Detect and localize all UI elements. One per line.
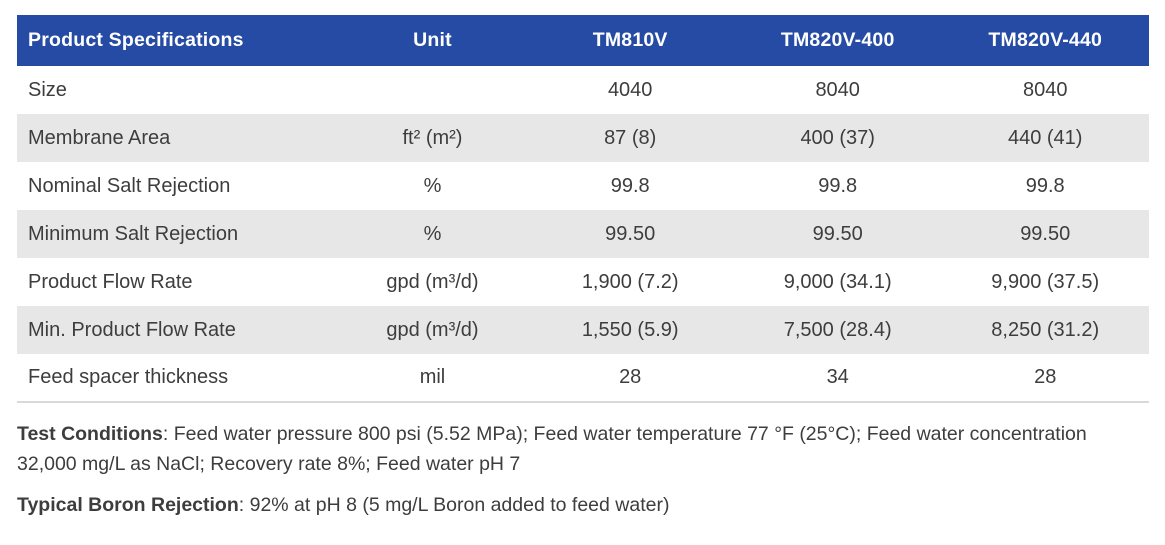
test-conditions-label: Test Conditions xyxy=(17,423,163,445)
table-header-row: Product Specifications Unit TM810V TM820… xyxy=(17,15,1149,66)
table-row: Product Flow Rate gpd (m³/d) 1,900 (7.2)… xyxy=(17,258,1149,306)
unit-cell: ft² (m²) xyxy=(338,114,527,162)
value-cell: 28 xyxy=(526,354,734,403)
unit-cell: % xyxy=(338,210,527,258)
unit-cell: mil xyxy=(338,354,527,403)
test-conditions-note: Test Conditions: Feed water pressure 800… xyxy=(17,419,1148,479)
column-header-tm820v-400: TM820V-400 xyxy=(733,15,942,66)
test-conditions-text: : Feed water pressure 800 psi (5.52 MPa)… xyxy=(17,423,1087,475)
value-cell: 9,000 (34.1) xyxy=(783,270,892,293)
unit-cell: gpd (m³/d) xyxy=(386,270,479,293)
value-cell: 87 (8) xyxy=(526,114,734,162)
spec-label-cell: Min. Product Flow Rate xyxy=(17,306,339,354)
value-cell: 99.8 xyxy=(818,174,858,197)
value-cell: 99.8 xyxy=(1025,174,1065,197)
value-cell: 7,500 (28.4) xyxy=(733,306,942,354)
column-header-tm820v-440: TM820V-440 xyxy=(941,15,1149,66)
spec-label-cell: Product Flow Rate xyxy=(28,270,193,293)
spec-label-cell: Membrane Area xyxy=(17,114,339,162)
table-row: Minimum Salt Rejection % 99.50 99.50 99.… xyxy=(17,210,1149,258)
footnotes: Test Conditions: Feed water pressure 800… xyxy=(17,419,1148,520)
column-header-tm810v: TM810V xyxy=(526,15,734,66)
table-row: Nominal Salt Rejection % 99.8 99.8 99.8 xyxy=(17,162,1149,210)
table-row: Membrane Area ft² (m²) 87 (8) 400 (37) 4… xyxy=(17,114,1149,162)
unit-cell: % xyxy=(423,174,442,197)
value-cell: 8,250 (31.2) xyxy=(941,306,1149,354)
value-cell: 34 xyxy=(733,354,942,403)
value-cell: 8040 xyxy=(1022,78,1068,101)
value-cell: 1,550 (5.9) xyxy=(526,306,734,354)
product-spec-table: Product Specifications Unit TM810V TM820… xyxy=(17,15,1149,403)
value-cell: 99.50 xyxy=(526,210,734,258)
boron-rejection-text: : 92% at pH 8 (5 mg/L Boron added to fee… xyxy=(238,494,670,516)
spec-label-cell: Minimum Salt Rejection xyxy=(17,210,339,258)
value-cell: 99.50 xyxy=(941,210,1149,258)
boron-rejection-note: Typical Boron Rejection: 92% at pH 8 (5 … xyxy=(17,490,1148,520)
value-cell: 4040 xyxy=(607,78,653,101)
column-header-product-specifications: Product Specifications xyxy=(17,15,339,66)
value-cell: 400 (37) xyxy=(733,114,942,162)
value-cell: 440 (41) xyxy=(941,114,1149,162)
table-row: Min. Product Flow Rate gpd (m³/d) 1,550 … xyxy=(17,306,1149,354)
value-cell: 99.8 xyxy=(610,174,650,197)
table-row: Feed spacer thickness mil 28 34 28 xyxy=(17,354,1149,403)
value-cell: 99.50 xyxy=(733,210,942,258)
unit-cell xyxy=(339,66,527,114)
value-cell: 9,900 (37.5) xyxy=(991,270,1100,293)
spec-label-cell: Nominal Salt Rejection xyxy=(28,174,231,197)
spec-label-cell: Size xyxy=(28,78,67,101)
column-header-unit: Unit xyxy=(338,15,527,66)
value-cell: 8040 xyxy=(815,78,860,101)
unit-cell: gpd (m³/d) xyxy=(338,306,527,354)
boron-rejection-label: Typical Boron Rejection xyxy=(17,494,239,516)
table-row: Size 4040 8040 8040 xyxy=(17,66,1149,114)
spec-label-cell: Feed spacer thickness xyxy=(17,354,339,403)
value-cell: 1,900 (7.2) xyxy=(581,270,679,293)
value-cell: 28 xyxy=(941,354,1149,403)
